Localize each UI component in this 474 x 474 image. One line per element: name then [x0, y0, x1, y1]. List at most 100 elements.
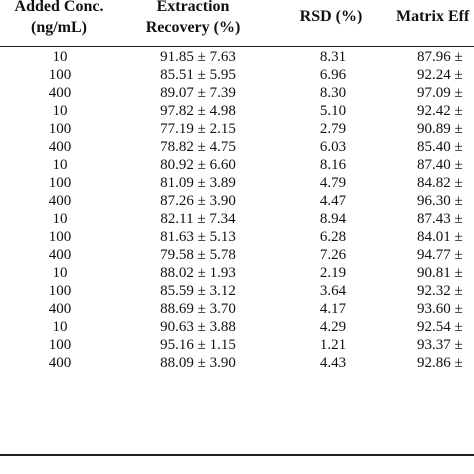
cell-rsd: 2.79	[319, 121, 347, 137]
cell-extraction-recovery: 91.85 ± 7.63	[160, 49, 236, 65]
cell-rsd: 4.29	[319, 319, 347, 335]
cell-extraction-recovery: 78.82 ± 4.75	[160, 139, 236, 155]
cell-added-conc: 10	[52, 265, 68, 281]
cell-rsd: 7.26	[319, 247, 347, 263]
cell-matrix-effect: 93.37 ±	[417, 337, 463, 353]
header-matrix-effect: Matrix Eff	[390, 6, 474, 27]
header-recovery-line1: Extraction	[156, 0, 230, 15]
cell-matrix-effect: 90.81 ±	[417, 265, 463, 281]
header-recovery-line2: Recovery (%)	[145, 19, 241, 36]
cell-matrix-effect: 87.96 ±	[417, 49, 463, 65]
cell-matrix-effect: 92.42 ±	[417, 103, 463, 119]
cell-extraction-recovery: 88.09 ± 3.90	[160, 355, 236, 371]
cell-added-conc: 400	[48, 355, 72, 371]
cell-extraction-recovery: 88.69 ± 3.70	[160, 301, 236, 317]
cell-added-conc: 400	[48, 139, 72, 155]
header-rsd: RSD (%)	[288, 6, 374, 27]
cell-rsd: 4.43	[319, 355, 347, 371]
cell-added-conc: 10	[52, 103, 68, 119]
cell-added-conc: 100	[48, 121, 72, 137]
header-extraction-recovery: Extraction Recovery (%)	[128, 0, 258, 38]
cell-rsd: 8.94	[319, 211, 347, 227]
cell-extraction-recovery: 85.51 ± 5.95	[160, 67, 236, 83]
table-row: 100 77.19 ± 2.15 2.79 90.89 ±	[0, 120, 474, 138]
cell-matrix-effect: 85.40 ±	[417, 139, 463, 155]
cell-matrix-effect: 96.30 ±	[417, 193, 463, 209]
cell-added-conc: 100	[48, 67, 72, 83]
cell-extraction-recovery: 89.07 ± 7.39	[160, 85, 236, 101]
cell-added-conc: 10	[52, 157, 68, 173]
cell-added-conc: 10	[52, 211, 68, 227]
cell-rsd: 6.96	[319, 67, 347, 83]
table-row: 10 80.92 ± 6.60 8.16 87.40 ±	[0, 156, 474, 174]
table-row: 100 85.59 ± 3.12 3.64 92.32 ±	[0, 282, 474, 300]
cell-matrix-effect: 93.60 ±	[417, 301, 463, 317]
table-row: 400 88.09 ± 3.90 4.43 92.86 ±	[0, 354, 474, 372]
cell-rsd: 8.30	[319, 85, 347, 101]
table-row: 100 81.63 ± 5.13 6.28 84.01 ±	[0, 228, 474, 246]
table-row: 400 87.26 ± 3.90 4.47 96.30 ±	[0, 192, 474, 210]
cell-added-conc: 100	[48, 175, 72, 191]
table-row: 10 90.63 ± 3.88 4.29 92.54 ±	[0, 318, 474, 336]
table-row: 400 78.82 ± 4.75 6.03 85.40 ±	[0, 138, 474, 156]
cell-matrix-effect: 87.43 ±	[417, 211, 463, 227]
cell-added-conc: 400	[48, 301, 72, 317]
table-header: Added Conc. (ng/mL) Extraction Recovery …	[0, 0, 474, 44]
header-added-conc: Added Conc. (ng/mL)	[0, 0, 118, 38]
cell-added-conc: 400	[48, 247, 72, 263]
cell-added-conc: 400	[48, 85, 72, 101]
cell-added-conc: 100	[48, 337, 72, 353]
header-matrix-label: Matrix Eff	[396, 8, 470, 25]
cell-extraction-recovery: 81.09 ± 3.89	[160, 175, 236, 191]
table-row: 10 97.82 ± 4.98 5.10 92.42 ±	[0, 102, 474, 120]
table-row: 100 85.51 ± 5.95 6.96 92.24 ±	[0, 66, 474, 84]
cell-added-conc: 100	[48, 229, 72, 245]
cell-rsd: 4.17	[319, 301, 347, 317]
cell-matrix-effect: 92.24 ±	[417, 67, 463, 83]
cell-extraction-recovery: 79.58 ± 5.78	[160, 247, 236, 263]
cell-matrix-effect: 97.09 ±	[417, 85, 463, 101]
cell-rsd: 8.16	[319, 157, 347, 173]
cell-rsd: 4.79	[319, 175, 347, 191]
cell-added-conc: 100	[48, 283, 72, 299]
cell-extraction-recovery: 85.59 ± 3.12	[160, 283, 236, 299]
table-row: 400 88.69 ± 3.70 4.17 93.60 ±	[0, 300, 474, 318]
cell-extraction-recovery: 80.92 ± 6.60	[160, 157, 236, 173]
cell-rsd: 6.03	[319, 139, 347, 155]
cell-rsd: 3.64	[319, 283, 347, 299]
header-divider	[0, 46, 474, 47]
table-body: 10 91.85 ± 7.63 8.31 87.96 ± 100 85.51 ± 5.95…	[0, 48, 474, 372]
table-row: 10 88.02 ± 1.93 2.19 90.81 ±	[0, 264, 474, 282]
cell-matrix-effect: 92.54 ±	[417, 319, 463, 335]
cell-added-conc: 10	[52, 49, 68, 65]
cell-added-conc: 10	[52, 319, 68, 335]
table-row: 100 95.16 ± 1.15 1.21 93.37 ±	[0, 336, 474, 354]
table-row: 10 91.85 ± 7.63 8.31 87.96 ±	[0, 48, 474, 66]
cell-rsd: 1.21	[319, 337, 347, 353]
cell-matrix-effect: 84.01 ±	[417, 229, 463, 245]
cell-added-conc: 400	[48, 193, 72, 209]
cell-extraction-recovery: 77.19 ± 2.15	[160, 121, 236, 137]
cell-extraction-recovery: 97.82 ± 4.98	[160, 103, 236, 119]
cell-matrix-effect: 92.86 ±	[417, 355, 463, 371]
cell-extraction-recovery: 90.63 ± 3.88	[160, 319, 236, 335]
table-row: 400 79.58 ± 5.78 7.26 94.77 ±	[0, 246, 474, 264]
table-bottom-rule	[0, 454, 474, 456]
header-rsd-label: RSD (%)	[299, 8, 363, 25]
cell-matrix-effect: 94.77 ±	[417, 247, 463, 263]
cell-rsd: 4.47	[319, 193, 347, 209]
cell-extraction-recovery: 81.63 ± 5.13	[160, 229, 236, 245]
cell-extraction-recovery: 95.16 ± 1.15	[160, 337, 236, 353]
table-row: 100 81.09 ± 3.89 4.79 84.82 ±	[0, 174, 474, 192]
cell-matrix-effect: 87.40 ±	[417, 157, 463, 173]
cell-rsd: 5.10	[319, 103, 347, 119]
table-row: 400 89.07 ± 7.39 8.30 97.09 ±	[0, 84, 474, 102]
cell-matrix-effect: 92.32 ±	[417, 283, 463, 299]
cell-extraction-recovery: 88.02 ± 1.93	[160, 265, 236, 281]
header-added-conc-line2: (ng/mL)	[31, 19, 87, 36]
cell-matrix-effect: 90.89 ±	[417, 121, 463, 137]
cell-rsd: 6.28	[319, 229, 347, 245]
cell-matrix-effect: 84.82 ±	[417, 175, 463, 191]
cell-extraction-recovery: 87.26 ± 3.90	[160, 193, 236, 209]
